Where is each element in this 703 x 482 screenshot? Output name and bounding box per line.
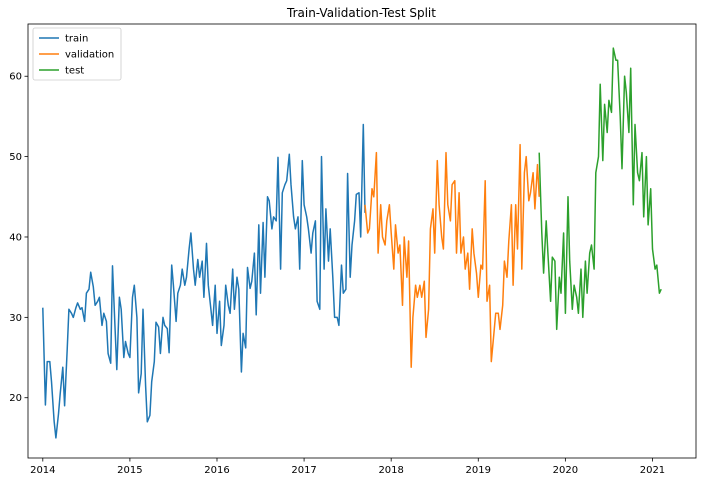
x-tick-label: 2018 [378,465,403,476]
y-axis: 20 30 40 50 60 [9,72,28,404]
y-tick-label: 40 [9,232,22,243]
y-tick-label: 50 [9,152,22,163]
series-line-test [538,47,662,331]
legend-box [32,27,122,81]
x-tick-label: 2020 [553,465,578,476]
x-tick-label: 2014 [30,465,55,476]
x-tick-label: 2016 [204,465,229,476]
chart-title: Train-Validation-Test Split [286,6,436,20]
x-tick-label: 2015 [117,465,142,476]
series-line-validation [364,143,540,368]
series-line-train [42,123,366,439]
series-layer [42,47,662,439]
y-tick-label: 20 [9,393,22,404]
y-tick-label: 60 [9,72,22,83]
legend-label-train: train [65,34,88,45]
x-tick-label: 2021 [640,465,665,476]
legend: train validation test [32,27,122,81]
x-tick-label: 2019 [466,465,491,476]
x-tick-label: 2017 [291,465,316,476]
y-tick-label: 30 [9,313,22,324]
plot-frame [27,23,697,459]
legend-label-validation: validation [65,50,114,61]
x-axis: 2014 2015 2016 2017 2018 2019 2020 2021 [30,458,665,476]
legend-label-test: test [65,66,84,77]
